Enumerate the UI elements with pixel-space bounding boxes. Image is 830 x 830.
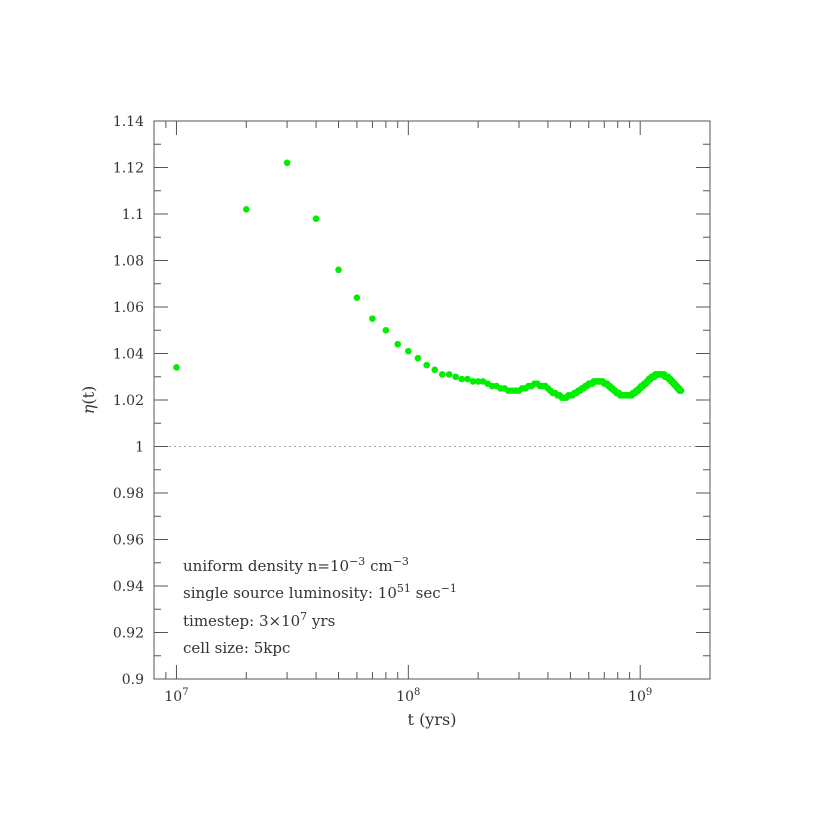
y-tick-label: 1.12 bbox=[113, 161, 144, 177]
data-point bbox=[423, 361, 430, 369]
data-point bbox=[173, 364, 180, 371]
x-tick-label: 109 bbox=[628, 687, 652, 705]
data-point bbox=[469, 378, 477, 385]
plot-frame bbox=[153, 120, 711, 680]
data-point bbox=[677, 387, 685, 395]
data-point bbox=[474, 378, 482, 385]
data-point bbox=[242, 206, 250, 213]
data-point bbox=[312, 215, 320, 222]
y-tick-label: 1.08 bbox=[113, 254, 144, 270]
data-point bbox=[458, 375, 466, 383]
y-tick-label: 0.98 bbox=[113, 486, 144, 502]
data-point bbox=[283, 159, 291, 167]
data-point bbox=[464, 375, 471, 383]
annotation-line: single source luminosity: 1051 sec−1 bbox=[183, 582, 457, 602]
data-point bbox=[394, 340, 402, 348]
annotation-block: uniform density n=10−3 cm−3 single source… bbox=[183, 555, 457, 657]
y-tick-label: 1.06 bbox=[113, 300, 144, 316]
data-point bbox=[445, 371, 453, 378]
data-point bbox=[438, 371, 446, 378]
annotation-line: uniform density n=10−3 cm−3 bbox=[183, 555, 409, 575]
data-point bbox=[414, 354, 422, 362]
y-tick-label: 1.02 bbox=[113, 393, 144, 409]
x-tick-labels: 107 108 109 bbox=[164, 687, 652, 705]
data-point bbox=[382, 326, 390, 334]
data-point bbox=[369, 315, 376, 322]
data-point bbox=[405, 347, 412, 355]
x-axis-label: t (yrs) bbox=[408, 710, 457, 729]
y-axis-label-symbol: η bbox=[79, 404, 98, 414]
annotation-line: timestep: 3×107 yrs bbox=[183, 610, 335, 630]
data-point bbox=[335, 266, 342, 274]
data-point bbox=[431, 366, 439, 374]
annotation-line: cell size: 5kpc bbox=[183, 639, 290, 657]
x-tick-label: 107 bbox=[164, 687, 188, 705]
data-point bbox=[353, 294, 361, 302]
data-points bbox=[173, 159, 685, 401]
y-tick-label: 1 bbox=[135, 440, 144, 456]
y-tick-label: 1.1 bbox=[122, 207, 144, 223]
y-tick-label: 0.96 bbox=[113, 533, 144, 549]
y-tick-label: 0.9 bbox=[122, 672, 144, 688]
y-axis-label-rest: (t) bbox=[79, 386, 98, 405]
y-tick-label: 1.04 bbox=[113, 347, 144, 363]
y-tick-labels: 0.9 0.92 0.94 0.96 0.98 1 1.02 1.04 1.06 1.08 1.1 1… bbox=[113, 114, 144, 688]
x-tick-label: 108 bbox=[396, 687, 420, 705]
y-tick-label: 1.14 bbox=[113, 114, 144, 130]
data-point bbox=[452, 373, 459, 381]
y-tick-label: 0.92 bbox=[113, 626, 144, 642]
y-tick-label: 0.94 bbox=[113, 579, 144, 595]
y-axis-label: η(t) bbox=[79, 386, 98, 415]
